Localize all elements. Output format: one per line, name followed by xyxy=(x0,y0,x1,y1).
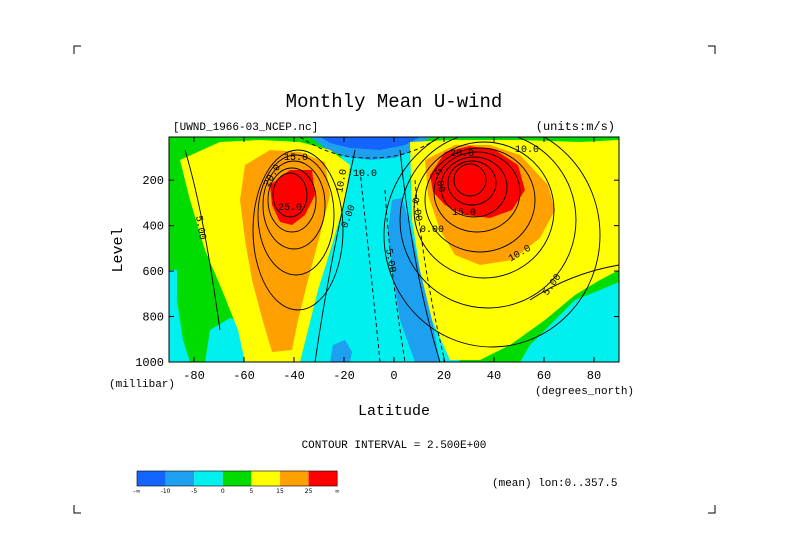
contour-lines xyxy=(184,137,619,362)
band-blue-surface xyxy=(330,340,352,362)
contour-label: 20.0 xyxy=(450,149,474,160)
contour-line xyxy=(257,154,335,276)
colorbar-label: 5 xyxy=(249,488,253,495)
colorbar-label: -10 xyxy=(161,488,171,495)
colorbar-label: 15 xyxy=(276,488,284,495)
y-tick-label: 400 xyxy=(142,220,164,234)
contour-line xyxy=(529,264,619,301)
contour-line xyxy=(359,169,381,362)
contour-line xyxy=(399,149,441,362)
x-tick-label: 60 xyxy=(537,369,551,383)
x-axis: -80 -60 -40 -20 0 20 40 60 80 xyxy=(183,137,601,383)
mean-lon-text: (mean) lon:0..357.5 xyxy=(492,478,617,490)
colorbar-swatch xyxy=(308,471,338,486)
x-tick-label: 0 xyxy=(390,369,397,383)
contour-line xyxy=(440,156,508,218)
contour-label: 10.0 xyxy=(353,169,377,180)
x-axis-label: Latitude xyxy=(358,403,430,420)
band-blue-tropics xyxy=(388,198,440,362)
contour-line xyxy=(383,137,601,348)
colorbar-label: -∞ xyxy=(133,488,140,495)
chart-title: Monthly Mean U-wind xyxy=(286,91,503,113)
y-axis-label: Level xyxy=(110,227,127,272)
contour-line xyxy=(433,151,521,233)
contour-line xyxy=(262,160,326,250)
contour-line xyxy=(184,149,221,331)
x-tick-label: 40 xyxy=(487,369,501,383)
crop-marks xyxy=(73,45,716,514)
contour-label: 25.0 xyxy=(278,203,302,214)
x-tick-label: -80 xyxy=(183,369,205,383)
band-red-south xyxy=(270,170,315,225)
contour-line xyxy=(453,163,487,197)
contour-line xyxy=(424,147,536,253)
contour-field: 5.00 10.0 15.0 20.0 25.0 0.00 5.00 0.00 … xyxy=(169,137,619,362)
contour-line xyxy=(272,172,308,218)
contour-line xyxy=(314,149,356,362)
contour-label: 10.0 xyxy=(335,168,350,194)
band-cyan-north xyxy=(520,282,619,362)
y-tick-label: 200 xyxy=(142,174,164,188)
contour-label: 5.00 xyxy=(192,215,207,241)
x-tick-label: 20 xyxy=(437,369,451,383)
contour-label: 15.0 xyxy=(284,153,308,164)
contour-line xyxy=(413,141,555,279)
contour-line xyxy=(252,149,344,311)
y-axis: 200 400 600 800 1000 xyxy=(135,174,619,370)
colorbar-swatch xyxy=(222,471,252,486)
contour-line xyxy=(399,137,577,309)
colorbar-swatch xyxy=(280,471,309,486)
contour-label: 15.0 xyxy=(452,208,476,219)
x-tick-label: 80 xyxy=(587,369,601,383)
units-label: (units:m/s) xyxy=(536,120,615,134)
x-tick-label: -20 xyxy=(333,369,355,383)
band-red-north xyxy=(430,146,525,218)
contour-line xyxy=(267,167,317,233)
dataset-label: [UWND_1966-03_NCEP.nc] xyxy=(173,122,318,134)
y-tick-label: 600 xyxy=(142,265,164,279)
contour-label: 5.00 xyxy=(431,168,446,194)
band-cyan-south xyxy=(169,270,190,362)
y-tick-label: 1000 xyxy=(135,356,164,370)
contour-line xyxy=(414,179,446,362)
contour-label: 0.00 xyxy=(408,197,423,223)
x-tick-label: -60 xyxy=(233,369,255,383)
colorbar-label: -5 xyxy=(191,488,197,495)
contour-label: 0.00 xyxy=(420,225,444,236)
colorbar-label: 25 xyxy=(305,488,313,495)
contour-line xyxy=(299,137,441,159)
contour-label: 10.0 xyxy=(515,145,539,156)
y-units-label: (millibar) xyxy=(109,379,175,391)
contour-interval-text: CONTOUR INTERVAL = 2.500E+00 xyxy=(302,440,487,452)
colorbar-label: 0 xyxy=(221,488,225,495)
contour-label: 5.00 xyxy=(382,248,397,274)
colorbar: -∞ -10 -5 0 5 15 25 ∞ xyxy=(133,470,340,495)
band-deepblue-top xyxy=(320,137,420,150)
colorbar-swatch xyxy=(137,471,166,486)
x-tick-label: -40 xyxy=(283,369,305,383)
colorbar-swatch xyxy=(194,471,223,486)
y-tick-label: 800 xyxy=(142,311,164,325)
colorbar-label: ∞ xyxy=(335,488,340,495)
contour-line xyxy=(447,160,497,206)
x-units-label: (degrees_north) xyxy=(535,386,634,398)
colorbar-frame xyxy=(136,470,338,487)
colorbar-swatch xyxy=(251,471,280,486)
colorbar-swatch xyxy=(165,471,195,486)
